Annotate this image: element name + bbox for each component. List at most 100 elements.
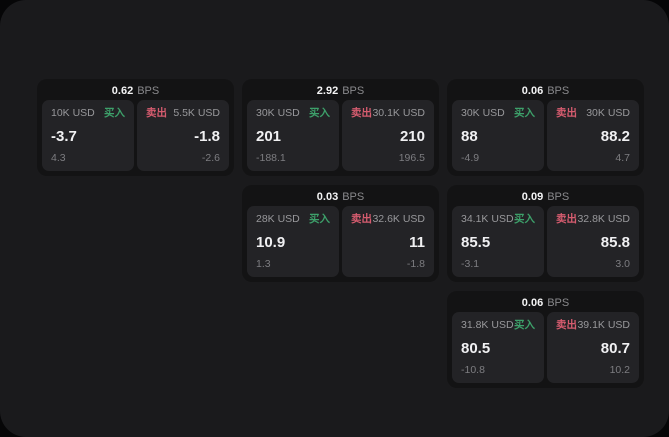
sell-top-row: 卖出 30.1K USD (351, 107, 425, 120)
sell-amount: 39.1K USD (577, 319, 630, 331)
buy-side-label: 买入 (309, 213, 330, 225)
sell-side-label: 卖出 (556, 319, 577, 331)
sell-quote-tile[interactable]: 卖出 32.8K USD 85.8 3.0 (547, 206, 639, 277)
quote-card-header: 0.09 BPS (452, 189, 639, 206)
sell-top-row: 卖出 30K USD (556, 107, 630, 120)
bps-spread-value: 2.92 (316, 85, 339, 97)
buy-sub-value: -4.9 (461, 152, 480, 164)
buy-side-label: 买入 (309, 107, 330, 119)
quote-card-body: 30K USD 买入 88 -4.9 卖出 30K USD 88.2 4.7 (452, 100, 639, 171)
buy-sub-value: 1.3 (256, 258, 271, 270)
buy-price: 10.9 (256, 234, 286, 251)
buy-side-label: 买入 (514, 107, 535, 119)
bps-spread-value: 0.06 (521, 297, 544, 309)
sell-sub-value: 196.5 (398, 152, 425, 164)
buy-price: 201 (256, 128, 282, 145)
sell-top-row: 卖出 32.6K USD (351, 213, 425, 226)
buy-quote-tile[interactable]: 34.1K USD 买入 85.5 -3.1 (452, 206, 544, 277)
sell-quote-tile[interactable]: 卖出 5.5K USD -1.8 -2.6 (137, 100, 229, 171)
quote-card[interactable]: 0.09 BPS 34.1K USD 买入 85.5 -3.1 卖出 32.8K… (447, 185, 644, 282)
quote-card-header: 0.06 BPS (452, 83, 639, 100)
buy-amount: 31.8K USD (461, 319, 514, 331)
buy-price: -3.7 (51, 128, 77, 145)
sell-side-label: 卖出 (146, 107, 167, 119)
sell-sub-value: -1.8 (406, 258, 425, 270)
sell-amount: 5.5K USD (173, 107, 220, 119)
quote-card-header: 0.62 BPS (42, 83, 229, 100)
buy-price: 85.5 (461, 234, 491, 251)
sell-sub-value: 10.2 (609, 364, 630, 376)
buy-top-row: 34.1K USD 买入 (461, 213, 535, 226)
quote-card-body: 31.8K USD 买入 80.5 -10.8 卖出 39.1K USD 80.… (452, 312, 639, 383)
quote-card[interactable]: 2.92 BPS 30K USD 买入 201 -188.1 卖出 30.1K … (242, 79, 439, 176)
sell-price: 88.2 (600, 128, 630, 145)
sell-sub-value: 4.7 (615, 152, 630, 164)
buy-amount: 34.1K USD (461, 213, 514, 225)
buy-quote-tile[interactable]: 30K USD 买入 201 -188.1 (247, 100, 339, 171)
bps-unit-label: BPS (547, 85, 570, 97)
buy-top-row: 30K USD 买入 (461, 107, 535, 120)
buy-side-label: 买入 (104, 107, 125, 119)
buy-top-row: 10K USD 买入 (51, 107, 125, 120)
sell-quote-tile[interactable]: 卖出 39.1K USD 80.7 10.2 (547, 312, 639, 383)
sell-amount: 32.8K USD (577, 213, 630, 225)
sell-amount: 30.1K USD (372, 107, 425, 119)
quote-card[interactable]: 0.06 BPS 30K USD 买入 88 -4.9 卖出 30K USD 8… (447, 79, 644, 176)
sell-quote-tile[interactable]: 卖出 32.6K USD 11 -1.8 (342, 206, 434, 277)
bps-spread-value: 0.03 (316, 191, 339, 203)
buy-sub-value: 4.3 (51, 152, 66, 164)
buy-quote-tile[interactable]: 31.8K USD 买入 80.5 -10.8 (452, 312, 544, 383)
sell-top-row: 卖出 39.1K USD (556, 319, 630, 332)
sell-side-label: 卖出 (556, 107, 577, 119)
sell-quote-tile[interactable]: 卖出 30.1K USD 210 196.5 (342, 100, 434, 171)
quote-card[interactable]: 0.62 BPS 10K USD 买入 -3.7 4.3 卖出 5.5K USD… (37, 79, 234, 176)
buy-quote-tile[interactable]: 30K USD 买入 88 -4.9 (452, 100, 544, 171)
buy-quote-tile[interactable]: 28K USD 买入 10.9 1.3 (247, 206, 339, 277)
buy-top-row: 28K USD 买入 (256, 213, 330, 226)
bps-spread-value: 0.09 (521, 191, 544, 203)
sell-side-label: 卖出 (351, 107, 372, 119)
buy-price: 80.5 (461, 340, 491, 357)
sell-price: 210 (399, 128, 425, 145)
buy-side-label: 买入 (514, 319, 535, 331)
buy-sub-value: -10.8 (461, 364, 485, 376)
bps-unit-label: BPS (342, 191, 365, 203)
buy-amount: 30K USD (461, 107, 505, 119)
sell-top-row: 卖出 32.8K USD (556, 213, 630, 226)
sell-top-row: 卖出 5.5K USD (146, 107, 220, 120)
sell-amount: 30K USD (586, 107, 630, 119)
bps-unit-label: BPS (342, 85, 365, 97)
sell-price: 85.8 (600, 234, 630, 251)
buy-quote-tile[interactable]: 10K USD 买入 -3.7 4.3 (42, 100, 134, 171)
sell-side-label: 卖出 (556, 213, 577, 225)
buy-price: 88 (461, 128, 478, 145)
sell-sub-value: 3.0 (615, 258, 630, 270)
bps-unit-label: BPS (547, 191, 570, 203)
quote-card[interactable]: 0.03 BPS 28K USD 买入 10.9 1.3 卖出 32.6K US… (242, 185, 439, 282)
quote-card-header: 2.92 BPS (247, 83, 434, 100)
sell-side-label: 卖出 (351, 213, 372, 225)
bps-unit-label: BPS (547, 297, 570, 309)
sell-sub-value: -2.6 (201, 152, 220, 164)
sell-amount: 32.6K USD (372, 213, 425, 225)
buy-sub-value: -188.1 (256, 152, 286, 164)
quote-card-body: 34.1K USD 买入 85.5 -3.1 卖出 32.8K USD 85.8… (452, 206, 639, 277)
quote-card-header: 0.06 BPS (452, 295, 639, 312)
quotes-grid: 0.62 BPS 10K USD 买入 -3.7 4.3 卖出 5.5K USD… (37, 79, 644, 388)
buy-sub-value: -3.1 (461, 258, 480, 270)
quote-card-body: 10K USD 买入 -3.7 4.3 卖出 5.5K USD -1.8 -2.… (42, 100, 229, 171)
bps-spread-value: 0.06 (521, 85, 544, 97)
bps-spread-value: 0.62 (111, 85, 134, 97)
quote-card-body: 28K USD 买入 10.9 1.3 卖出 32.6K USD 11 -1.8 (247, 206, 434, 277)
buy-amount: 28K USD (256, 213, 300, 225)
bps-unit-label: BPS (137, 85, 160, 97)
sell-quote-tile[interactable]: 卖出 30K USD 88.2 4.7 (547, 100, 639, 171)
quote-card[interactable]: 0.06 BPS 31.8K USD 买入 80.5 -10.8 卖出 39.1… (447, 291, 644, 388)
sell-price: 80.7 (600, 340, 630, 357)
sell-price: 11 (409, 234, 425, 251)
sell-price: -1.8 (194, 128, 220, 145)
buy-amount: 30K USD (256, 107, 300, 119)
buy-side-label: 买入 (514, 213, 535, 225)
quote-card-body: 30K USD 买入 201 -188.1 卖出 30.1K USD 210 1… (247, 100, 434, 171)
